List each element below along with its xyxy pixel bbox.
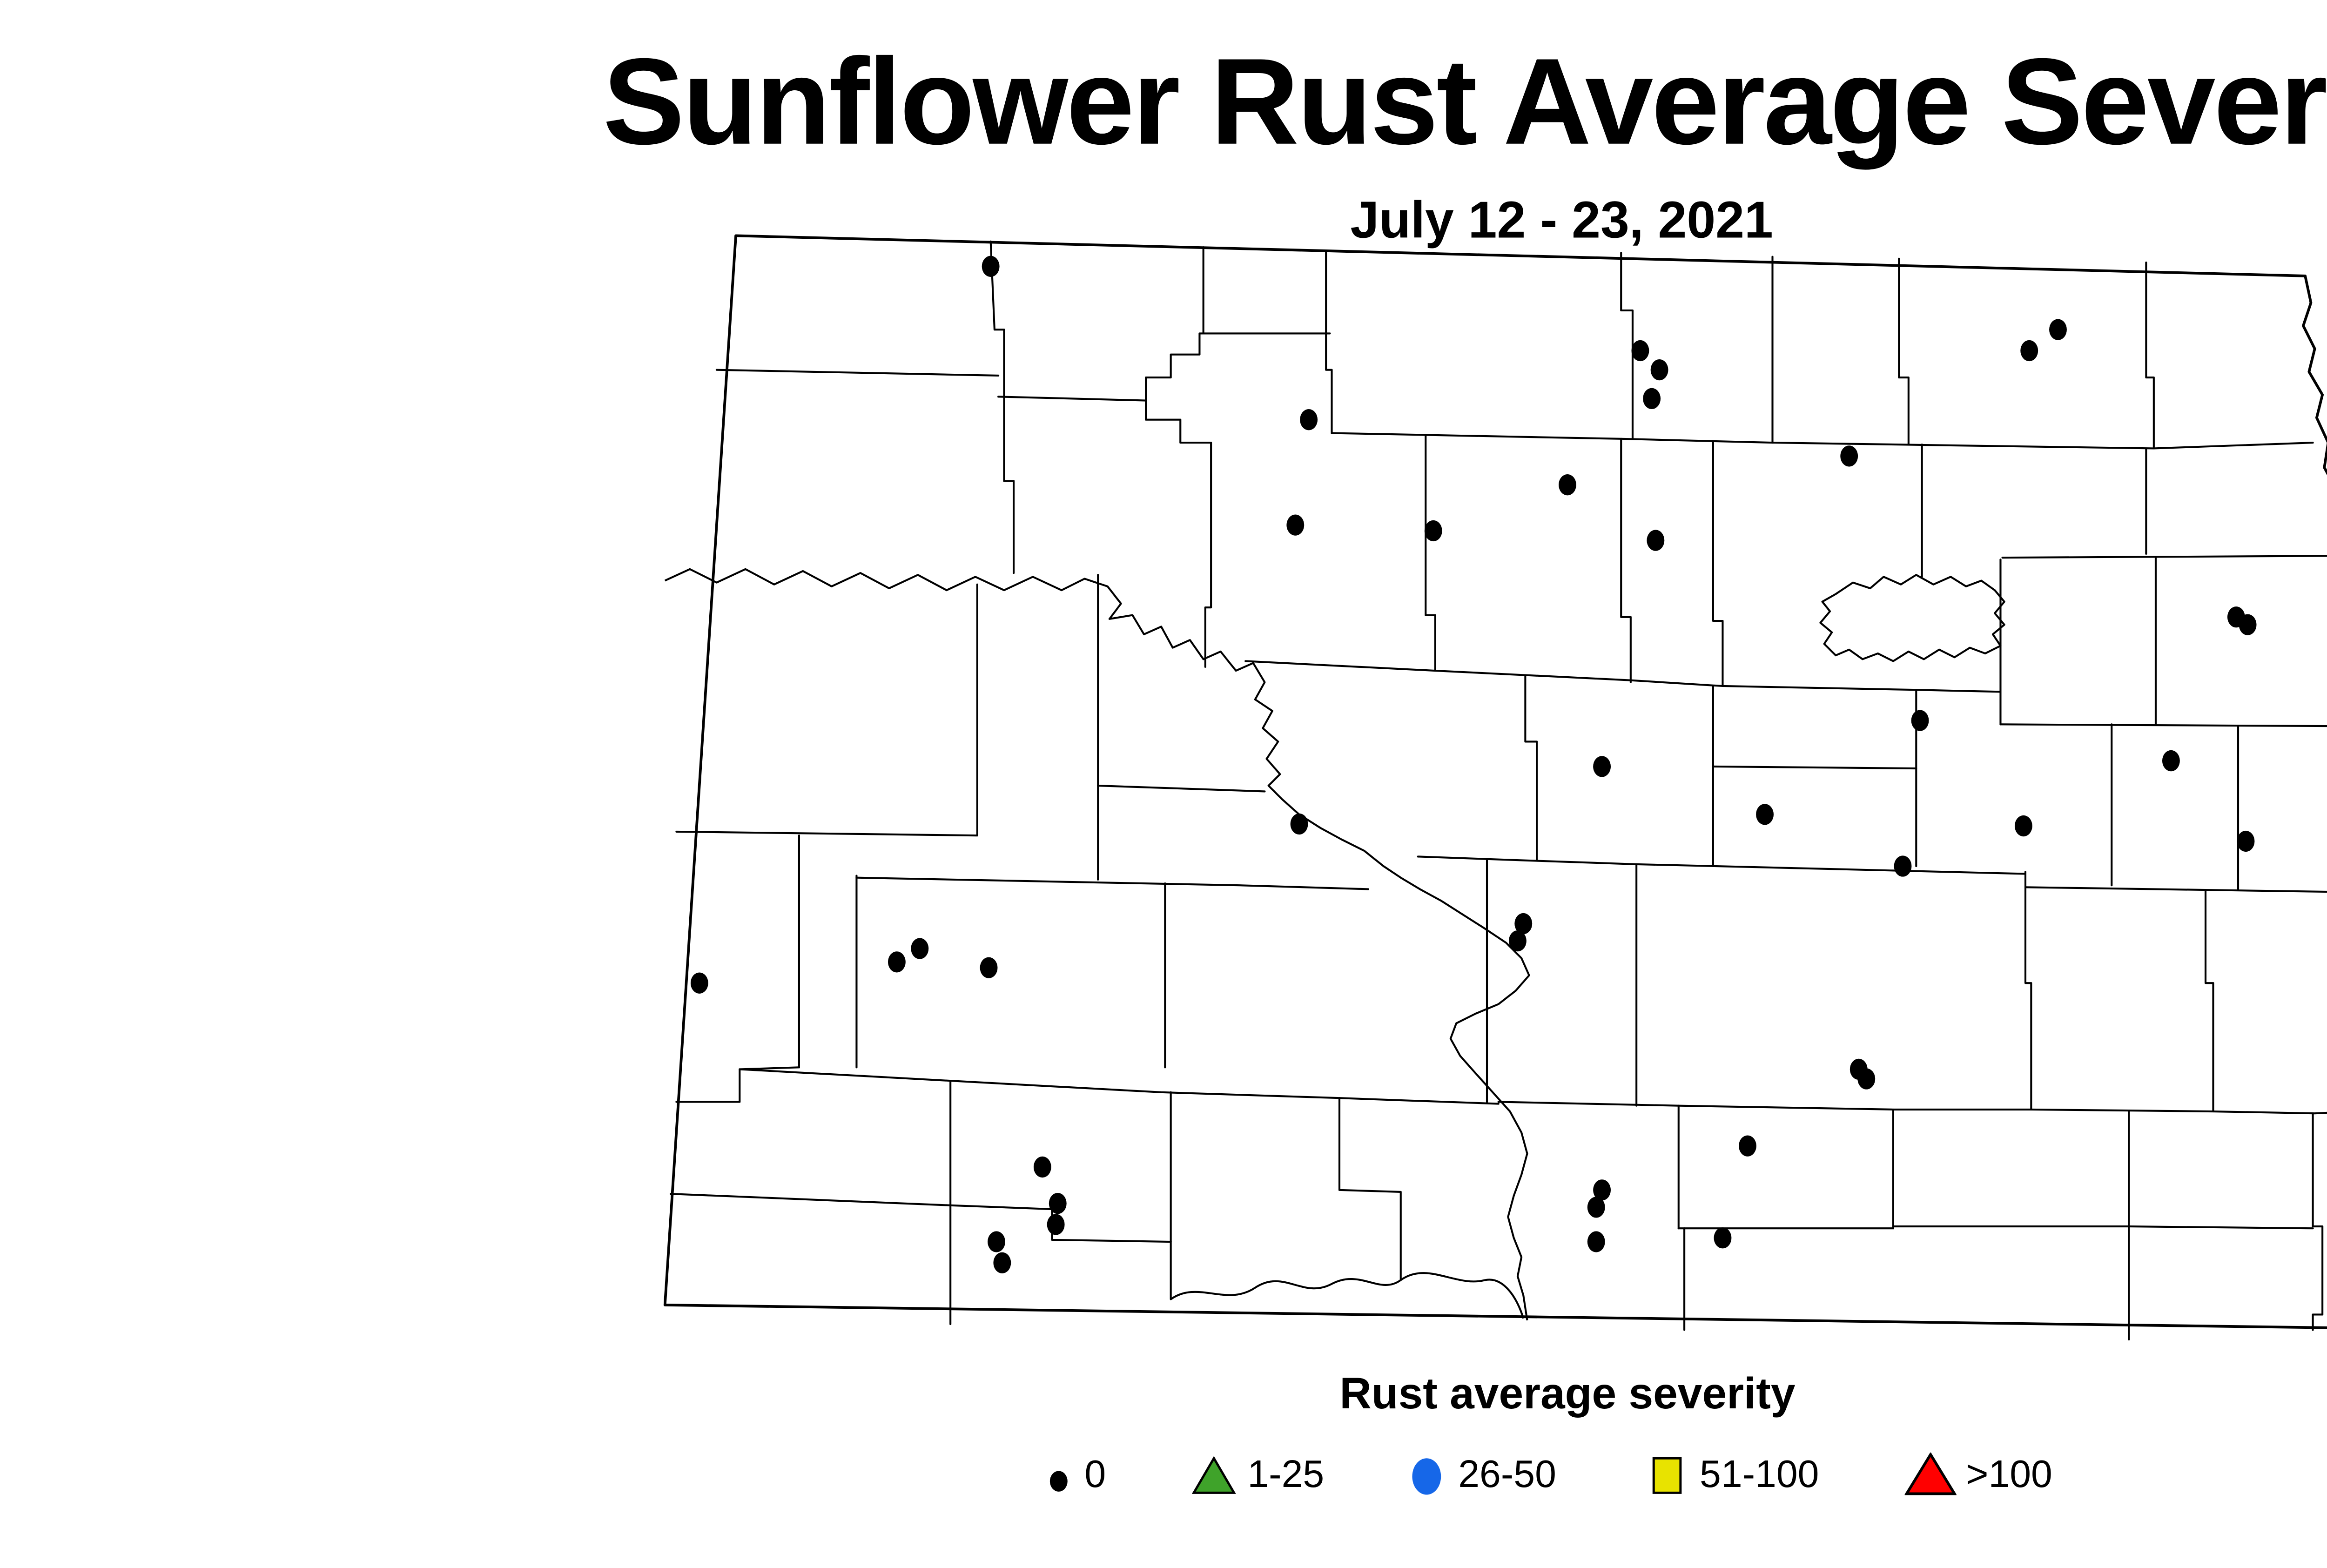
severity-point (1894, 855, 1912, 877)
severity-point (2020, 340, 2038, 362)
severity-point (1650, 359, 1668, 381)
severity-point (2237, 830, 2255, 852)
severity-point (1593, 756, 1611, 777)
severity-point (1559, 474, 1576, 496)
severity-point (2239, 614, 2257, 635)
subtitle-date-range: July 12 - 23, 2021 (1350, 191, 1773, 249)
severity-point (1508, 930, 1527, 952)
severity-point (1033, 1156, 1051, 1178)
legend-label-1-25: 1-25 (1247, 1454, 1325, 1497)
severity-point (1514, 913, 1533, 935)
severity-point (993, 1252, 1011, 1273)
severity-point (1756, 804, 1774, 825)
legend-label-26-50: 26-50 (1458, 1454, 1556, 1497)
severity-point (1840, 445, 1858, 467)
severity-point (1739, 1135, 1756, 1157)
severity-point (1593, 1179, 1611, 1201)
severity-point (911, 938, 929, 959)
severity-point (988, 1231, 1005, 1252)
severity-point (1631, 340, 1649, 362)
severity-point (2162, 750, 2180, 772)
severity-point (888, 951, 906, 973)
legend-green-triangle-icon (1191, 1456, 1236, 1504)
legend-dot-icon (1048, 1468, 1069, 1502)
severity-points-layer (690, 256, 2257, 1273)
severity-point (690, 972, 708, 994)
severity-point (980, 957, 998, 978)
page-title: Sunflower Rust Average Severity (603, 32, 2327, 171)
devils-lake (1819, 574, 2005, 662)
severity-point (2014, 815, 2032, 837)
legend-label-0: 0 (1084, 1454, 1106, 1497)
severity-point (1587, 1197, 1605, 1218)
legend-title: Rust average severity (1339, 1368, 1796, 1418)
legend-label-51-100: 51-100 (1700, 1454, 1819, 1497)
severity-point (1647, 530, 1665, 551)
severity-point (1300, 409, 1318, 431)
legend-yellow-square-icon (1652, 1456, 1684, 1506)
missouri-river (664, 568, 1530, 1321)
legend-label-gt100: >100 (1966, 1454, 2052, 1497)
legend-red-triangle-icon (1904, 1452, 1957, 1506)
severity-point (1857, 1068, 1876, 1090)
severity-point (1286, 514, 1305, 536)
severity-point (1911, 710, 1929, 731)
severity-point (1643, 388, 1661, 410)
severity-point (1290, 813, 1308, 835)
state-outline (663, 234, 2327, 1329)
severity-point (982, 256, 1000, 277)
severity-point (1424, 520, 1442, 542)
severity-point (2049, 319, 2067, 340)
severity-point (1714, 1227, 1732, 1249)
county-boundaries (669, 240, 2327, 1341)
severity-point (1587, 1231, 1605, 1252)
legend-blue-ellipse-icon (1410, 1456, 1443, 1506)
severity-point (1047, 1214, 1065, 1235)
severity-point (1049, 1193, 1067, 1214)
